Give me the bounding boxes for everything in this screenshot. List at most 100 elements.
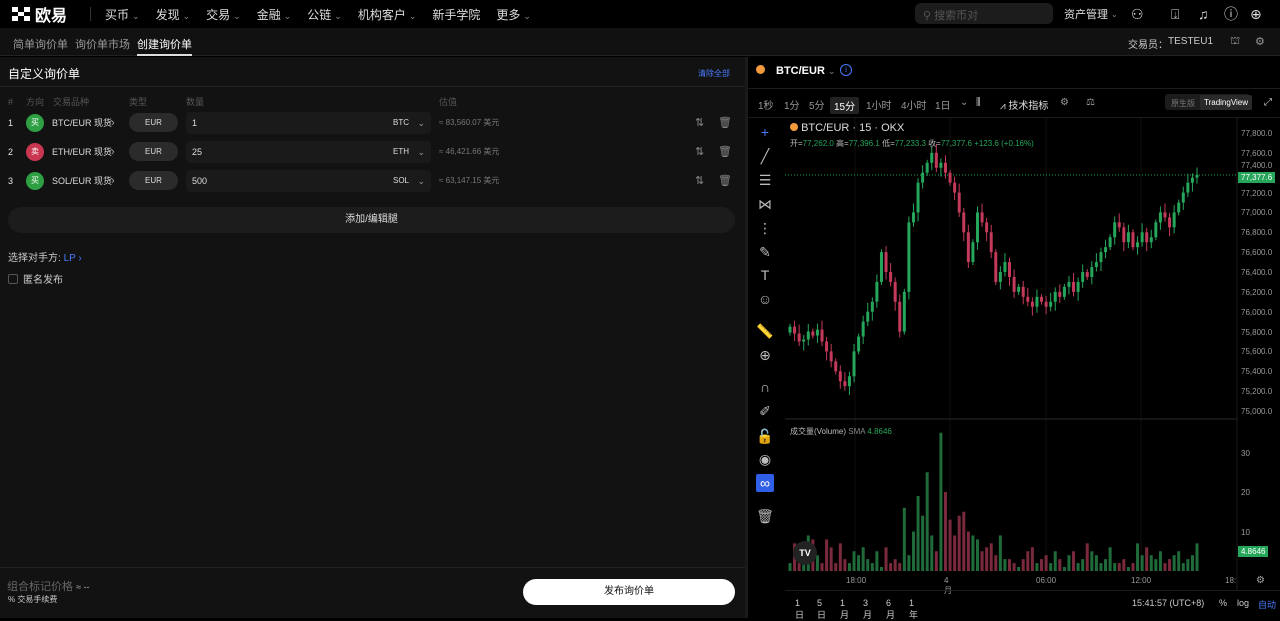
unit-select[interactable]: SOL [392,176,409,185]
reorder-icon[interactable]: ⇅ [695,175,705,187]
horizontal-lines-icon[interactable]: ☰ [758,172,772,188]
chevron-right-icon[interactable]: › [111,117,115,129]
bell-icon[interactable]: ♫ [1198,6,1209,22]
user-icon[interactable]: ⚇ [1131,5,1144,22]
reorder-icon[interactable]: ⇅ [695,117,705,129]
download-icon[interactable]: ⍗ [1171,5,1180,22]
timeframe-3[interactable]: 15分 [830,97,860,114]
volume-bar [889,563,893,571]
chevron-down-icon[interactable]: ⌄ [960,97,969,108]
timeframe-4[interactable]: 1小时 [866,101,892,112]
unit-select[interactable]: BTC [393,118,409,127]
panel-resizer[interactable] [745,57,748,618]
trend-line-icon[interactable]: ╱ [760,148,770,164]
counterparty-select[interactable]: LP › [63,253,82,264]
fib-icon[interactable]: ⋮ [758,220,772,236]
eye-icon[interactable]: ◉ [758,451,772,467]
tab-simple-rfq[interactable]: 简单询价单 [13,39,68,51]
range-4[interactable]: 6月 [886,598,896,620]
chart-settings-icon[interactable]: ⚙ [1060,97,1069,108]
type-select[interactable]: EUR [129,113,178,132]
type-select[interactable]: EUR [129,171,178,190]
lock-drawing-icon[interactable]: ✐ [759,403,771,419]
timeframe-0[interactable]: 1秒 [758,101,774,112]
range-3[interactable]: 3月 [863,598,873,620]
text-icon[interactable]: T [760,267,770,283]
info-icon[interactable]: i [840,64,852,76]
candle [829,351,833,362]
nav-item[interactable]: 发现 ⌄ [155,7,191,22]
tab-create-rfq[interactable]: 创建询价单 [137,36,192,56]
tab-rfq-market[interactable]: 询价单市场 [75,39,130,51]
trash-icon[interactable]: 🗑 [718,146,732,158]
candle [1008,262,1012,277]
brush-icon[interactable]: ✎ [759,244,771,260]
mode-tradingview[interactable]: TradingView [1200,95,1253,110]
emoji-icon[interactable]: ☺ [757,291,773,307]
tradingview-logo[interactable]: TV [793,541,817,565]
settings-icon[interactable]: ⚙ [1255,36,1265,48]
search-input[interactable]: ⚲ 搜索币对 [915,3,1053,24]
axis-settings-icon[interactable]: ⚙ [1256,575,1265,586]
percent-toggle[interactable]: % [1219,598,1228,608]
fullscreen-icon[interactable]: ⤢ [1264,97,1272,108]
link-icon[interactable]: ∞ [756,474,774,492]
nav-item[interactable]: 新手学院 [432,7,481,22]
range-1[interactable]: 5日 [817,598,827,620]
compare-icon[interactable]: ⚖ [1086,97,1095,108]
candle [861,321,865,337]
add-edit-leg-button[interactable]: 添加/编辑腿 [8,207,735,233]
ruler-icon[interactable]: 📏 [756,323,774,339]
side-badge[interactable]: 卖 [26,143,44,161]
clear-all-link[interactable]: 清除全部 [698,69,730,78]
indicators-button[interactable]: ⩘ 技术指标 [1000,101,1049,112]
unit-select[interactable]: ETH [393,147,409,156]
trash-icon[interactable]: 🗑 [718,117,732,129]
candle-type-icon[interactable]: ⫼ [976,97,981,108]
quantity-input[interactable]: 1 BTC ⌄ [186,112,431,134]
timeframe-5[interactable]: 4小时 [901,101,927,112]
anonymous-checkbox[interactable] [8,273,18,284]
asset-management-menu[interactable]: 资产管理 ⌄ [1064,9,1118,21]
unlock-icon[interactable]: 🔓 [756,428,774,444]
submit-rfq-button[interactable]: 发布询价单 [523,579,735,605]
globe-icon[interactable]: ⊕ [1250,5,1262,22]
side-badge[interactable]: 买 [26,114,44,132]
range-2[interactable]: 1月 [840,598,850,620]
timeframe-1[interactable]: 1分 [784,101,800,112]
range-5[interactable]: 1年 [909,598,919,620]
graduation-icon[interactable]: ⛫ [1230,35,1241,47]
side-badge[interactable]: 买 [26,172,44,190]
nav-item[interactable]: 买币 ⌄ [105,7,140,22]
magnet-icon[interactable]: ∩ [759,379,771,395]
timeframe-6[interactable]: 1日 [935,101,951,112]
nav-item[interactable]: 更多 ⌄ [496,7,531,22]
nav-item[interactable]: 机构客户 ⌄ [357,7,417,22]
trash-icon[interactable]: 🗑 [756,508,774,524]
nav-item[interactable]: 金融 ⌄ [256,7,292,22]
timeframe-2[interactable]: 5分 [809,101,825,112]
zoom-in-icon[interactable]: ⊕ [759,347,771,363]
chevron-right-icon[interactable]: › [111,146,115,158]
nav-item[interactable]: 交易 ⌄ [206,7,241,22]
trash-icon[interactable]: 🗑 [718,175,732,187]
nav-item[interactable]: 公链 ⌄ [307,7,342,22]
quantity-input[interactable]: 500 SOL ⌄ [186,170,431,192]
volume-bar [1149,555,1153,571]
quantity-input[interactable]: 25 ETH ⌄ [186,141,431,163]
help-icon[interactable]: ⓘ [1224,6,1238,22]
type-select[interactable]: EUR [129,142,178,161]
chevron-down-icon: ⌄ [827,66,836,76]
range-0[interactable]: 1日 [795,598,805,620]
auto-toggle[interactable]: 自动 [1258,600,1277,610]
symbol-select[interactable]: BTC/EUR ⌄ [776,65,836,77]
logo[interactable]: 欧易 [0,2,84,26]
log-toggle[interactable]: log [1237,598,1250,608]
reorder-icon[interactable]: ⇅ [695,146,705,158]
mode-native[interactable]: 原生版 [1171,99,1195,108]
pitchfork-icon[interactable]: ⋈ [758,196,772,212]
crosshair-icon[interactable]: + [760,124,770,140]
candle [797,333,801,342]
chevron-right-icon[interactable]: › [111,175,115,187]
